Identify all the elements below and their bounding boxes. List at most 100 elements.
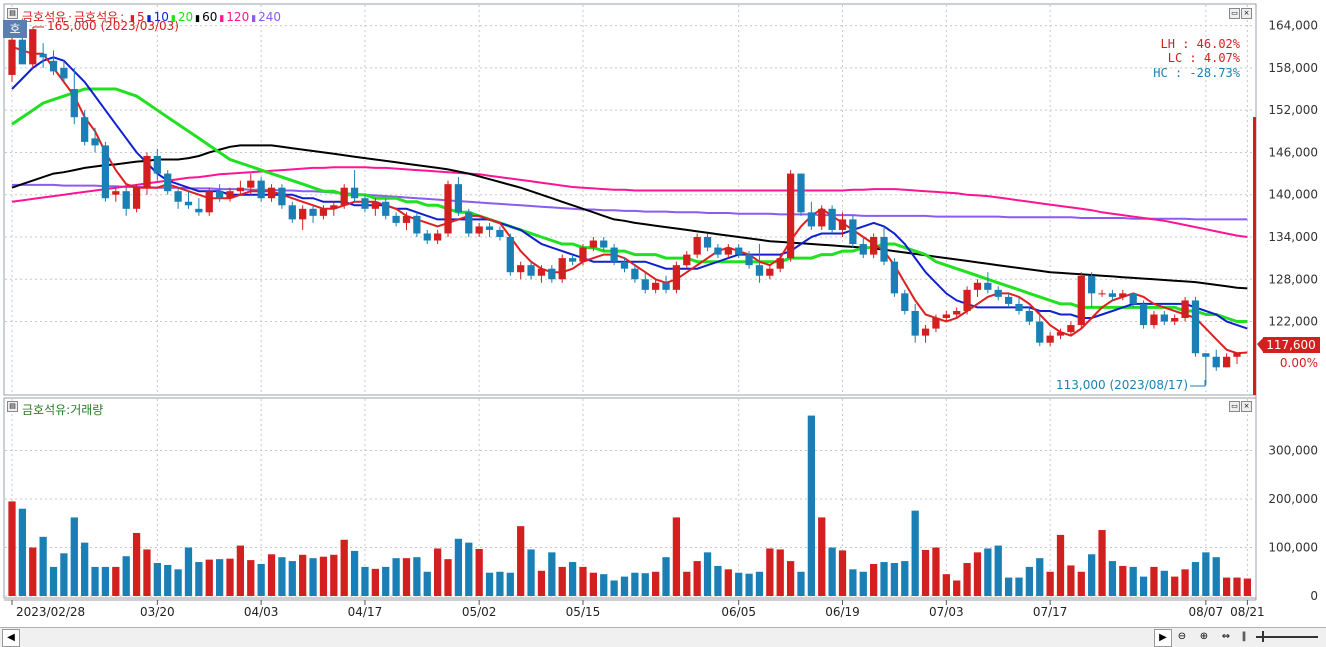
candle-body bbox=[631, 268, 639, 280]
price-legend: 금호석유 · 금호석유: ▮ 5 ▮ 10 ▮ 20 ▮ 60 ▮ 120 ▮ 240 bbox=[22, 10, 282, 24]
lh-stat: LH : 46.02% bbox=[1161, 37, 1241, 51]
candle-body bbox=[1015, 303, 1023, 311]
volume-bar bbox=[454, 538, 463, 596]
volume-bar bbox=[631, 572, 639, 596]
period-bar-icon[interactable]: ‖ bbox=[1241, 631, 1247, 642]
candle-body bbox=[423, 233, 431, 241]
candle-body bbox=[465, 212, 473, 234]
price-panel-menu-button[interactable]: ▤ bbox=[7, 8, 18, 19]
candle-body bbox=[735, 247, 743, 255]
volume-bar bbox=[485, 572, 494, 596]
volume-bar bbox=[184, 547, 193, 596]
volume-bar bbox=[911, 510, 919, 596]
volume-bar bbox=[1160, 570, 1168, 596]
volume-bar bbox=[319, 556, 328, 596]
candle-body bbox=[153, 155, 161, 174]
candle-body bbox=[942, 314, 950, 319]
candle-body bbox=[1119, 293, 1127, 297]
volume-bar bbox=[70, 517, 78, 596]
volume-bar bbox=[8, 501, 16, 596]
ma-legend-item[interactable]: 5 bbox=[137, 10, 145, 24]
candle-body bbox=[610, 247, 618, 262]
candle-body bbox=[413, 215, 421, 234]
zoom-out-icon[interactable]: ⊖ bbox=[1177, 631, 1187, 642]
zoom-slider-thumb[interactable] bbox=[1262, 631, 1264, 642]
ma240-line bbox=[12, 183, 1248, 221]
ma-legend-item[interactable]: 60 bbox=[202, 10, 218, 24]
ma-legend-item[interactable]: 10 bbox=[153, 10, 169, 24]
candle-body bbox=[164, 173, 172, 192]
stock-badge[interactable]: 호 bbox=[3, 20, 27, 38]
volume-tick-label: 300,000 bbox=[1268, 444, 1318, 458]
high-annotation: 165,000 (2023/03/03) bbox=[47, 19, 179, 33]
volume-bar bbox=[392, 558, 400, 596]
volume-bar bbox=[797, 571, 805, 596]
candle-body bbox=[39, 53, 47, 58]
volume-bar bbox=[164, 564, 172, 596]
volume-bar bbox=[859, 571, 867, 596]
volume-bar bbox=[112, 566, 120, 596]
expand-icon[interactable]: ⇔ bbox=[1221, 631, 1231, 642]
volume-bar bbox=[517, 526, 525, 596]
volume-bar bbox=[1171, 576, 1179, 596]
volume-bar bbox=[18, 508, 27, 596]
volume-bar bbox=[340, 539, 348, 596]
candle-body bbox=[1150, 314, 1158, 326]
zoom-slider[interactable] bbox=[1256, 636, 1318, 638]
volume-bar bbox=[267, 554, 276, 596]
scroll-left-button[interactable]: ◀ bbox=[2, 629, 20, 647]
volume-bar bbox=[620, 576, 629, 596]
date-tick-label: 05/02 bbox=[462, 605, 497, 619]
ma-legend-item[interactable]: 20 bbox=[177, 10, 194, 24]
candle-body bbox=[319, 208, 328, 216]
candle-body bbox=[8, 39, 16, 75]
candle-body bbox=[1036, 321, 1044, 343]
candle-body bbox=[1004, 296, 1013, 304]
volume-bar bbox=[29, 547, 37, 596]
volume-panel-close-button[interactable]: × bbox=[1241, 401, 1252, 412]
price-panel-close-button[interactable]: × bbox=[1241, 8, 1252, 19]
volume-bar bbox=[828, 547, 836, 596]
volume-bar bbox=[735, 572, 743, 596]
scroll-right-button[interactable]: ▶ bbox=[1154, 629, 1172, 647]
volume-bar bbox=[1015, 577, 1023, 596]
volume-bar bbox=[371, 568, 379, 596]
volume-bar bbox=[1025, 566, 1034, 596]
volume-panel-minimize-button[interactable]: ▭ bbox=[1229, 401, 1240, 412]
candle-body bbox=[1233, 352, 1241, 357]
ma-legend-item[interactable]: 120 bbox=[226, 10, 250, 24]
ma20-line bbox=[11, 87, 1248, 323]
volume-bar bbox=[1191, 562, 1200, 596]
zoom-in-icon[interactable]: ⊕ bbox=[1199, 631, 1209, 642]
candle-body bbox=[485, 226, 494, 230]
horizontal-scrollbar[interactable]: ◀ ▶ ⊖ ⊕ ⇔ ‖ bbox=[0, 627, 1326, 647]
candle-body bbox=[236, 187, 245, 192]
volume-bar bbox=[1046, 571, 1054, 596]
volume-bar bbox=[579, 566, 587, 596]
volume-panel-menu-button[interactable]: ▤ bbox=[7, 401, 18, 412]
price-tick-label: 140,000 bbox=[1268, 188, 1318, 202]
candle-body bbox=[1202, 353, 1210, 357]
candle-body bbox=[703, 236, 712, 248]
volume-bar bbox=[215, 559, 224, 596]
volume-bar bbox=[288, 561, 296, 596]
price-panel-minimize-button[interactable]: ▭ bbox=[1229, 8, 1240, 19]
volume-bar bbox=[589, 572, 597, 596]
volume-bar bbox=[60, 553, 68, 596]
volume-bar bbox=[330, 554, 338, 596]
volume-bar bbox=[766, 548, 774, 596]
candle-body bbox=[29, 29, 37, 65]
candle-body bbox=[195, 208, 203, 213]
volume-bar bbox=[226, 558, 234, 596]
candle-body bbox=[174, 191, 182, 202]
current-price-tag: 117,600 0.00% bbox=[1257, 337, 1320, 370]
volume-bar bbox=[1119, 565, 1127, 596]
volume-tick-label: 200,000 bbox=[1268, 492, 1318, 506]
current-change-label: 0.00% bbox=[1280, 356, 1318, 370]
volume-bar bbox=[195, 562, 203, 596]
candle-body bbox=[434, 233, 442, 241]
price-grid bbox=[5, 5, 1255, 394]
ma-legend-item[interactable]: 240 bbox=[258, 10, 282, 24]
price-tick-label: 134,000 bbox=[1268, 230, 1318, 244]
